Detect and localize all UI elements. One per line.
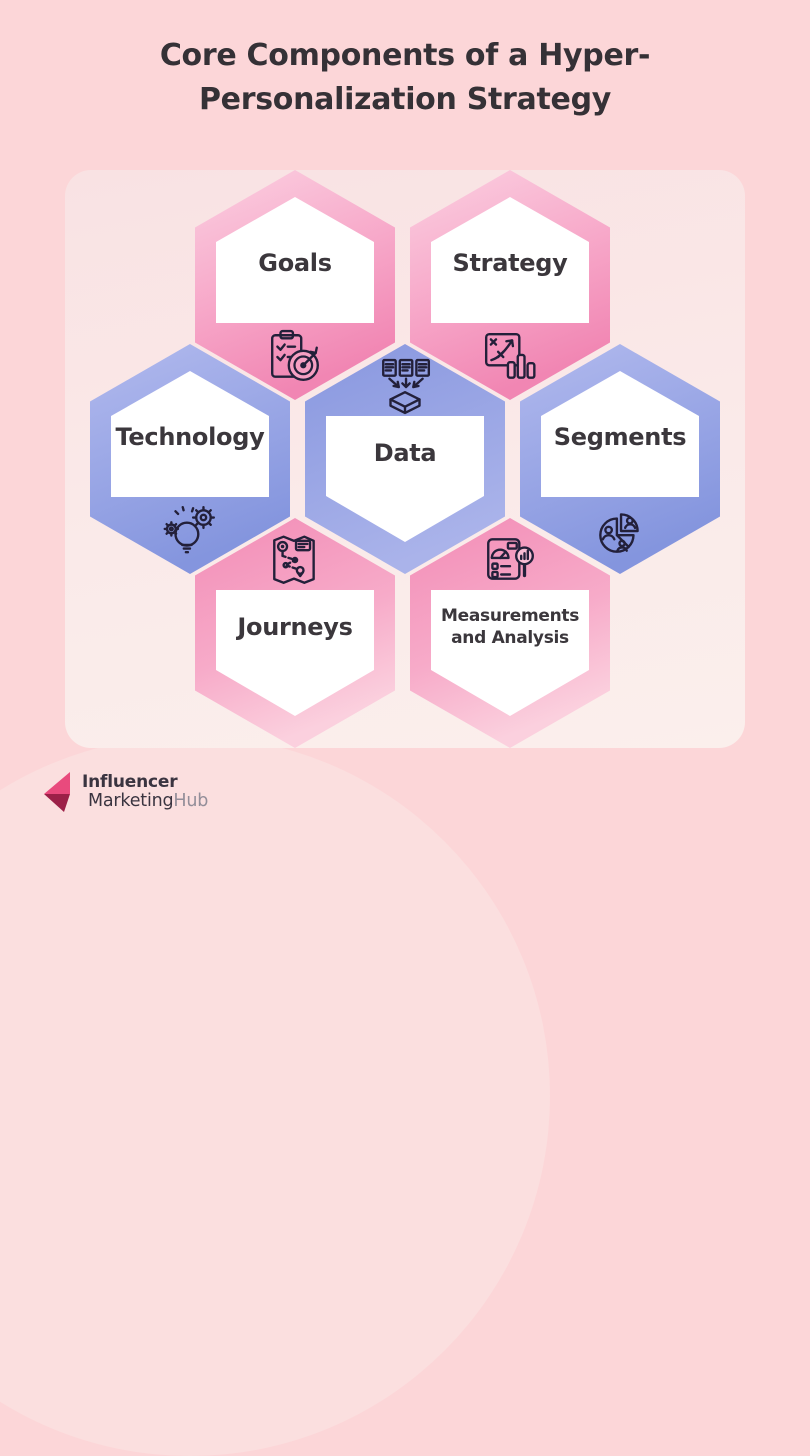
hexagon-journeys: Journeys <box>195 518 395 748</box>
logo-word-hub: Hub <box>173 790 209 811</box>
data-documents-box-icon <box>376 357 434 415</box>
logo-word-marketing: Marketing <box>88 790 174 811</box>
logo-text: Influencer MarketingHub <box>82 771 208 810</box>
hexagon-label-strategy: Strategy <box>452 248 568 277</box>
page-title-line1: Core Components of a Hyper- <box>159 38 651 73</box>
logo-line2: MarketingHub <box>88 792 208 810</box>
hexagon-label-segments: Segments <box>553 422 687 451</box>
hexagon-data: Data <box>305 344 505 574</box>
hexagon-label-journeys: Journeys <box>237 613 353 641</box>
logo-arrow-icon <box>44 772 70 812</box>
influencer-marketinghub-logo: Influencer MarketingHub <box>40 770 208 814</box>
hexagon-label-measurements: Measurements and Analysis <box>440 605 580 648</box>
hexagon-strategy: Strategy <box>410 170 610 400</box>
measurements-gauge-magnifier-icon <box>481 531 539 589</box>
page-title-line2: Personalization Strategy <box>198 81 611 117</box>
background-decorative-circle <box>0 736 550 1456</box>
segments-audience-pie-icon <box>591 502 649 560</box>
hexagon-label-technology: Technology <box>115 422 265 451</box>
logo-word-influencer: Influencer <box>82 771 178 792</box>
page-title: Core Components of a Hyper- Personalizat… <box>0 34 810 121</box>
hexagon-shape <box>520 344 720 574</box>
hexagon-label-goals: Goals <box>258 248 332 277</box>
hexagon-shape <box>195 170 395 400</box>
hexagon-shape <box>90 344 290 574</box>
hexagon-label-data: Data <box>373 439 437 467</box>
hexagon-segments: Segments <box>520 344 720 574</box>
hexagon-shape <box>410 518 610 748</box>
journeys-route-map-icon <box>266 531 324 589</box>
hexagon-shape <box>410 170 610 400</box>
goals-clipboard-target-icon <box>266 328 324 386</box>
hexagon-shape <box>195 518 395 748</box>
hexagon-technology: Technology <box>90 344 290 574</box>
technology-bulb-gears-icon <box>161 502 219 560</box>
hexagon-shape <box>305 344 505 574</box>
hexagon-measurements: Measurements and Analysis <box>410 518 610 748</box>
strategy-whiteboard-chart-icon <box>481 328 539 386</box>
hexagon-goals: Goals <box>195 170 395 400</box>
